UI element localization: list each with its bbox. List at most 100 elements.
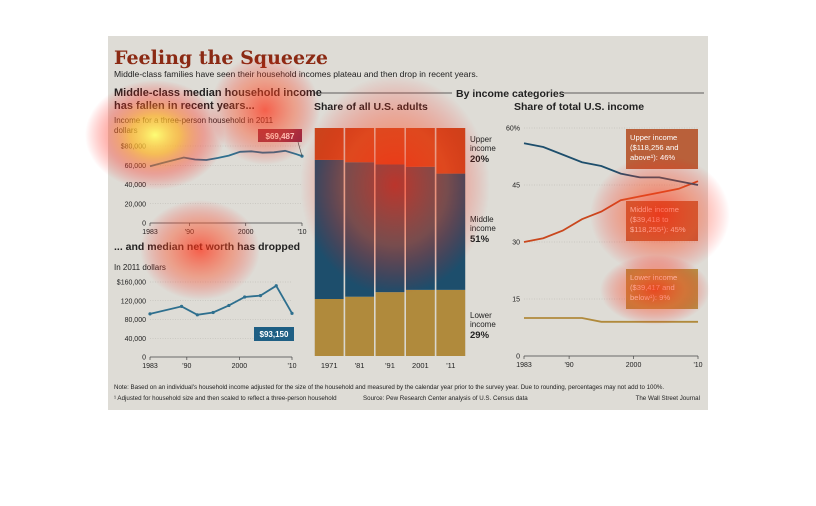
y-tick-label: $160,000 bbox=[117, 280, 146, 287]
income-subtitle-line1: Income for a three-person household in 2… bbox=[114, 116, 274, 125]
series-label: Upper income bbox=[630, 133, 677, 142]
networth-chart: 0 40,000 80,000 120,000 $160,000 1983 '90 2000 '… bbox=[117, 280, 297, 371]
segment-label: income bbox=[470, 320, 496, 329]
bar-segment bbox=[375, 128, 405, 165]
x-tick-label: '10 bbox=[297, 229, 306, 236]
x-tick-label: 1983 bbox=[142, 229, 158, 236]
networth-subtitle: In 2011 dollars bbox=[114, 263, 166, 272]
y-tick-label: 60,000 bbox=[125, 163, 147, 170]
y-tick-label: 45 bbox=[512, 183, 520, 190]
income-share-title: Share of total U.S. income bbox=[514, 101, 644, 113]
bar-segment bbox=[345, 162, 374, 297]
x-tick-label: 1983 bbox=[142, 363, 158, 370]
end-value-badge bbox=[254, 327, 294, 341]
series-label: above¹): 46% bbox=[630, 153, 675, 162]
series-label: ($39,418 to bbox=[630, 215, 668, 224]
data-point bbox=[243, 295, 247, 299]
by-income-header: By income categories bbox=[456, 88, 565, 100]
series-label: Lower income bbox=[630, 273, 677, 282]
income-subtitle-line2: dollars bbox=[114, 126, 138, 135]
bar-segment bbox=[375, 164, 405, 293]
y-tick-label: 0 bbox=[142, 221, 146, 228]
x-tick-label: '81 bbox=[355, 361, 365, 370]
bar-segment bbox=[406, 166, 435, 290]
segment-value: 29% bbox=[470, 330, 490, 341]
adults-chart: 1971'81'91 2001'11Upperincome20%Middleinc… bbox=[314, 128, 496, 370]
bar-segment bbox=[436, 173, 466, 290]
x-tick-label: '10 bbox=[287, 363, 296, 370]
y-tick-label: 40,000 bbox=[125, 336, 147, 343]
y-tick-label: 0 bbox=[516, 354, 520, 361]
end-value-label: $69,487 bbox=[266, 132, 295, 141]
segment-label: Lower bbox=[470, 311, 492, 320]
x-tick-label: 1983 bbox=[516, 362, 532, 369]
bar-segment bbox=[314, 128, 344, 160]
segment-value: 51% bbox=[470, 234, 490, 245]
x-tick-label: '90 bbox=[182, 363, 191, 370]
data-point bbox=[195, 313, 199, 317]
networth-title: ... and median net worth has dropped bbox=[114, 241, 300, 253]
series-line bbox=[149, 284, 293, 316]
y-tick-label: 40,000 bbox=[125, 182, 147, 189]
segment-label: income bbox=[470, 144, 496, 153]
bar-segment bbox=[314, 159, 344, 299]
segment-label: income bbox=[470, 224, 496, 233]
bar-segment bbox=[375, 292, 405, 356]
data-point bbox=[258, 293, 263, 298]
adults-title: Share of all U.S. adults bbox=[314, 101, 428, 113]
income-title-line1: Middle-class median household income bbox=[114, 87, 322, 99]
y-tick-label: 0 bbox=[142, 355, 146, 362]
x-tick-label: 1971 bbox=[321, 361, 338, 370]
segment-value: 20% bbox=[470, 154, 490, 165]
x-tick-label: 2000 bbox=[626, 362, 642, 369]
y-tick-label: $80,000 bbox=[121, 144, 146, 151]
series-label: below¹): 9% bbox=[630, 293, 670, 302]
y-tick-label: 120,000 bbox=[121, 298, 146, 305]
infographic-title: Feeling the Squeeze bbox=[114, 47, 328, 69]
note-text: Note: Based on an individual's household… bbox=[114, 384, 664, 391]
x-tick-label: '91 bbox=[385, 361, 395, 370]
data-point bbox=[148, 312, 152, 316]
x-tick-label: 2000 bbox=[232, 363, 248, 370]
x-tick-label: '10 bbox=[693, 362, 702, 369]
y-tick-label: 30 bbox=[512, 240, 520, 247]
series-line bbox=[149, 149, 303, 168]
data-point bbox=[211, 310, 215, 315]
end-value-label: $93,150 bbox=[260, 330, 289, 339]
series-line bbox=[524, 317, 698, 323]
bar-segment bbox=[436, 289, 466, 356]
bar-segment bbox=[436, 128, 466, 174]
series-label: $118,255¹): 45% bbox=[630, 225, 686, 234]
data-point bbox=[274, 284, 278, 288]
bar-segment bbox=[345, 296, 374, 356]
data-point bbox=[179, 304, 184, 308]
bar-segment bbox=[314, 299, 344, 356]
x-tick-label: 2000 bbox=[238, 229, 254, 236]
bar-segment bbox=[406, 128, 435, 167]
footnote-text: ¹ Adjusted for household size and then s… bbox=[114, 395, 337, 402]
data-point bbox=[227, 303, 231, 308]
x-tick-label: '11 bbox=[446, 361, 455, 370]
income-share-chart: 0 15 30 45 60% 1983 '90 2000 '10 Upper income($11… bbox=[506, 126, 703, 370]
credit-text: The Wall Street Journal bbox=[636, 395, 700, 402]
bar-segment bbox=[345, 128, 374, 163]
x-tick-label: '90 bbox=[565, 362, 574, 369]
y-tick-label: 80,000 bbox=[125, 317, 147, 324]
x-tick-label: '90 bbox=[185, 229, 194, 236]
infographic-subtitle: Middle-class families have seen their ho… bbox=[114, 69, 478, 79]
series-label: ($39,417 and bbox=[630, 283, 675, 292]
y-tick-label: 60% bbox=[506, 126, 520, 133]
income-title-line2: has fallen in recent years... bbox=[114, 100, 255, 112]
y-tick-label: 15 bbox=[512, 297, 520, 304]
infographic-svg: Feeling the Squeeze Middle-class familie… bbox=[114, 47, 704, 402]
series-label: Middle income bbox=[630, 205, 679, 214]
segment-label: Upper bbox=[470, 135, 492, 144]
bar-segment bbox=[406, 289, 435, 356]
series-label: ($118,256 and bbox=[630, 143, 678, 152]
source-text: Source: Pew Research Center analysis of … bbox=[363, 395, 528, 402]
income-chart: 0 20,000 40,000 60,000 $80,000 1983 '90 2000 '10… bbox=[121, 129, 307, 236]
infographic-panel: Feeling the Squeeze Middle-class familie… bbox=[108, 36, 708, 410]
x-tick-label: 2001 bbox=[412, 361, 429, 370]
y-tick-label: 20,000 bbox=[125, 201, 147, 208]
segment-label: Middle bbox=[470, 215, 494, 224]
